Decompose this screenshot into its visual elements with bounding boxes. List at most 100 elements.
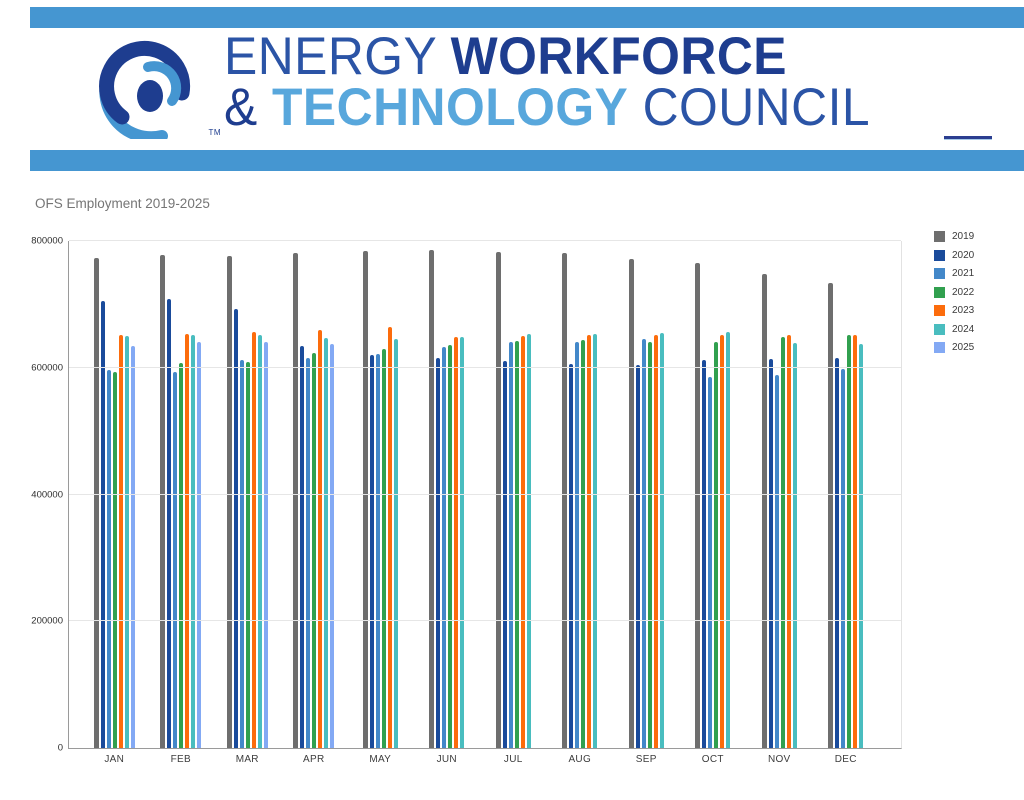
month-group-oct: OCT (680, 241, 747, 765)
legend-label-2019: 2019 (952, 231, 975, 242)
bar-2022-aug[interactable] (581, 339, 586, 748)
bar-2021-aug[interactable] (575, 342, 580, 748)
bar-2024-mar[interactable] (257, 334, 262, 748)
bar-2025-jan[interactable] (130, 346, 135, 748)
bar-2021-jun[interactable] (442, 347, 447, 748)
bar-2019-sep[interactable] (628, 259, 634, 748)
bar-2025-apr[interactable] (330, 343, 335, 748)
legend-item-2025: 2025 (934, 342, 974, 353)
legend-label-2024: 2024 (952, 323, 975, 335)
bar-2020-apr[interactable] (300, 346, 305, 748)
bar-2020-dec[interactable] (835, 357, 840, 748)
bar-2020-jun[interactable] (436, 358, 441, 748)
legend-label-2020: 2020 (952, 249, 975, 261)
bar-2023-nov[interactable] (786, 335, 791, 748)
bar-2024-dec[interactable] (859, 343, 864, 748)
legend-swatch-2022 (934, 286, 945, 298)
month-group-nov: NOV (746, 241, 813, 765)
bar-2020-nov[interactable] (768, 358, 773, 748)
bar-2023-dec[interactable] (853, 334, 858, 748)
bar-2020-mar[interactable] (233, 309, 238, 748)
bar-2019-dec[interactable] (828, 283, 834, 748)
bar-2020-sep[interactable] (635, 364, 640, 748)
bar-2021-feb[interactable] (173, 371, 178, 748)
bar-2022-nov[interactable] (780, 337, 785, 748)
bar-2019-may[interactable] (362, 251, 368, 748)
bar-2021-apr[interactable] (306, 357, 311, 748)
bar-2024-apr[interactable] (324, 337, 329, 748)
y-gridline-400000 (69, 493, 901, 495)
bar-cluster (93, 241, 135, 748)
bar-2021-oct[interactable] (708, 376, 713, 748)
bar-2024-feb[interactable] (191, 335, 196, 748)
bar-2019-feb[interactable] (160, 254, 166, 748)
bar-2024-oct[interactable] (726, 332, 731, 748)
bar-2023-oct[interactable] (720, 334, 725, 748)
x-axis-label-mar: MAR (235, 754, 259, 765)
trademark-symbol: TM (208, 128, 221, 137)
bar-2023-jun[interactable] (454, 337, 459, 748)
legend-item-2020: 2020 (934, 249, 975, 261)
legend-label-2025: 2025 (952, 342, 975, 353)
bar-2024-may[interactable] (393, 338, 398, 748)
bar-2021-sep[interactable] (641, 339, 646, 748)
y-gridline-600000 (69, 366, 901, 368)
bar-2025-mar[interactable] (263, 342, 268, 748)
bar-2024-nov[interactable] (792, 343, 797, 748)
brand-line-1: ENERGY WORKFORCE (224, 30, 870, 83)
bar-2019-jul[interactable] (495, 251, 501, 748)
bar-2020-feb[interactable] (167, 299, 172, 748)
bar-2023-may[interactable] (387, 327, 392, 748)
bar-2021-mar[interactable] (239, 359, 244, 748)
bar-2023-aug[interactable] (587, 334, 592, 748)
month-group-aug: AUG (547, 241, 614, 765)
bar-2024-aug[interactable] (593, 333, 598, 748)
bar-2020-jan[interactable] (100, 300, 105, 748)
bar-2019-aug[interactable] (562, 253, 568, 748)
bar-2025-feb[interactable] (197, 342, 202, 748)
bar-2021-nov[interactable] (774, 374, 779, 748)
brand-technology: TECHNOLOGY (272, 78, 629, 137)
bar-2019-nov[interactable] (761, 273, 767, 748)
bar-2023-mar[interactable] (251, 332, 256, 748)
bar-2019-apr[interactable] (293, 253, 299, 748)
bar-2023-feb[interactable] (185, 333, 190, 748)
bar-2021-jan[interactable] (106, 369, 111, 748)
bar-2022-apr[interactable] (312, 352, 317, 748)
brand-wordmark: ENERGY WORKFORCE & TECHNOLOGY COUNCIL (224, 30, 870, 134)
bar-2021-dec[interactable] (841, 369, 846, 748)
header-bottom-band (30, 150, 1024, 171)
bar-2019-mar[interactable] (226, 256, 232, 748)
bar-2024-jun[interactable] (460, 336, 465, 748)
bar-2022-may[interactable] (381, 348, 386, 748)
bar-2019-jan[interactable] (93, 258, 99, 748)
bar-2022-feb[interactable] (179, 363, 184, 748)
bar-2020-oct[interactable] (702, 360, 707, 748)
bar-2023-jan[interactable] (118, 335, 123, 748)
bar-chart-plot-area: JAN FEB MAR APR MAY JUN JUL AUG SEP OCT NOV DEC 0 20… (31, 236, 902, 765)
bar-2022-dec[interactable] (847, 334, 852, 748)
brand-ampersand: & (224, 78, 258, 137)
bar-2020-may[interactable] (369, 355, 374, 748)
bar-cluster (362, 241, 398, 748)
bar-2022-sep[interactable] (647, 342, 652, 748)
bar-2020-aug[interactable] (569, 363, 574, 748)
bar-2021-jul[interactable] (508, 342, 513, 748)
bar-2024-jan[interactable] (124, 336, 129, 748)
bar-2024-jul[interactable] (526, 333, 531, 748)
bar-2022-oct[interactable] (714, 342, 719, 748)
bar-2023-jul[interactable] (520, 336, 525, 748)
bar-2021-may[interactable] (375, 354, 380, 748)
bar-2022-jul[interactable] (514, 341, 519, 748)
bar-2023-sep[interactable] (653, 335, 658, 748)
bar-2019-oct[interactable] (695, 263, 701, 748)
bar-2020-jul[interactable] (502, 361, 507, 748)
bar-cluster (429, 241, 465, 748)
x-axis-label-apr: APR (303, 754, 325, 765)
bar-2022-mar[interactable] (245, 362, 250, 748)
bar-2024-sep[interactable] (659, 332, 664, 748)
bar-2022-jan[interactable] (112, 371, 117, 748)
bar-2023-apr[interactable] (318, 329, 323, 748)
bar-2022-jun[interactable] (448, 344, 453, 748)
bar-2019-jun[interactable] (429, 249, 435, 748)
